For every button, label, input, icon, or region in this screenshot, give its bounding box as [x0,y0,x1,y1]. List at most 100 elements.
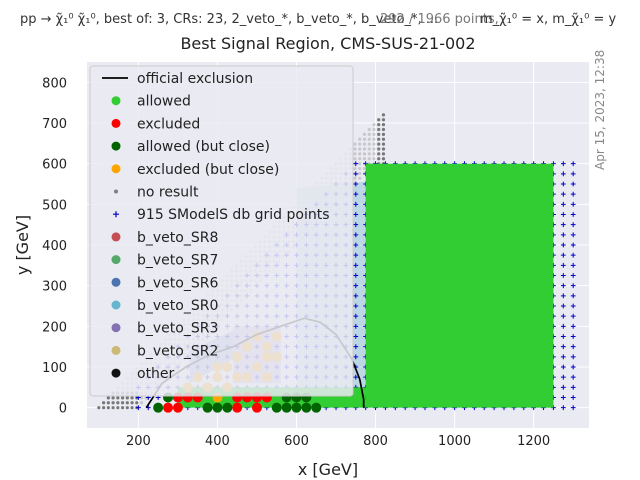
x-tick-label: 600 [284,434,309,449]
no-result-point [362,147,367,151]
y-tick-label: 0 [59,402,67,417]
grid-point [570,334,576,339]
grid-point [560,191,566,197]
grid-point [560,262,566,268]
grid-point [570,364,576,370]
no-result-point [377,137,381,141]
grid-point [570,181,576,187]
legend-label: no result [137,185,199,201]
excluded-point [163,402,174,413]
no-result-point [120,401,125,405]
grid-point [560,364,566,370]
y-tick-label: 600 [42,158,67,173]
no-result-point [353,142,357,146]
legend-dot-swatch [111,118,121,128]
no-result-point [377,132,381,136]
y-tick-label: 300 [42,280,67,295]
no-result-point [358,142,362,146]
grid-point [353,232,359,238]
legend-label: allowed [137,94,191,110]
legend-dot-swatch [111,255,121,265]
grid-point [560,171,566,177]
y-tick-label: 700 [42,117,67,132]
no-result-point [381,137,386,141]
legend-label: allowed (but close) [137,139,270,155]
process-text: pp → χ̃₁⁰ χ̃₁⁰, best of: 3, CRs: 23, 2_v… [20,12,438,27]
grid-point [353,212,359,217]
y-axis-label: y [GeV] [13,215,32,275]
legend-label: b_veto_SR2 [137,343,218,359]
legend-dot-swatch [111,277,121,287]
grid-point [570,222,576,228]
grid-point [353,181,359,187]
grid-point [560,323,566,329]
no-result-point [372,132,376,136]
x-tick-label: 1000 [438,434,471,449]
legend-label: b_veto_SR8 [137,230,218,246]
no-result-point [372,137,376,141]
grid-point [570,273,576,278]
grid-point [560,273,566,278]
grid-point [560,313,566,319]
grid-point [570,303,576,309]
no-result-point [381,123,386,127]
legend-dot-swatch [111,368,121,378]
grid-point [353,283,359,289]
grid-point [560,354,566,360]
no-result-point [353,157,357,161]
timestamp: Apr 15, 2023, 12:38 [593,50,607,170]
grid-point [135,405,141,411]
no-result-point [367,157,371,161]
y-tick-label: 100 [42,361,67,376]
grid-point [570,395,576,400]
no-result-point [372,147,376,151]
no-result-point [358,157,362,161]
no-result-point [97,406,101,410]
grid-point [560,384,566,390]
grid-point [560,181,566,187]
excluded-point [251,402,262,413]
grid-point [353,344,359,350]
legend-dot-swatch [111,232,121,242]
grid-point [570,262,576,268]
no-result-point [377,152,381,156]
grid-point [353,262,359,268]
no-result-point [111,406,115,410]
y-tick-label: 500 [42,198,67,213]
no-result-point [116,406,120,410]
grid-point [570,323,576,329]
excluded-point [172,402,183,413]
grid-point [560,201,566,207]
no-result-point [358,137,362,141]
chart-title: Best Signal Region, CMS-SUS-21-002 [180,34,475,53]
no-result-point [106,401,110,405]
grid-point [560,405,566,411]
grid-point [570,242,576,248]
legend-label: b_veto_SR6 [137,275,218,291]
grid-point [560,293,566,299]
no-result-point [381,118,386,122]
no-result-point [377,123,381,127]
grid-point [560,283,566,289]
legend-label: excluded [137,116,200,132]
allowed-close-point [301,402,312,413]
no-result-point [372,157,376,161]
no-result-point [377,147,381,151]
y-tick-label: 400 [42,239,67,254]
no-result-point [125,401,129,405]
grid-point [570,344,576,350]
allowed-close-point [311,402,322,413]
y-ticks: 0 100 200 300 400 500 600 700 800 [42,76,67,416]
no-result-point [377,118,381,122]
legend-label: official exclusion [137,71,253,87]
grid-point [570,201,576,207]
no-result-point [358,171,362,176]
allowed-close-point [202,402,213,413]
no-result-point [353,166,357,171]
grid-point [570,313,576,319]
grid-point [570,384,576,390]
allowed-close-point [153,402,164,413]
grid-point [560,395,566,400]
legend-plus-swatch [113,211,119,218]
